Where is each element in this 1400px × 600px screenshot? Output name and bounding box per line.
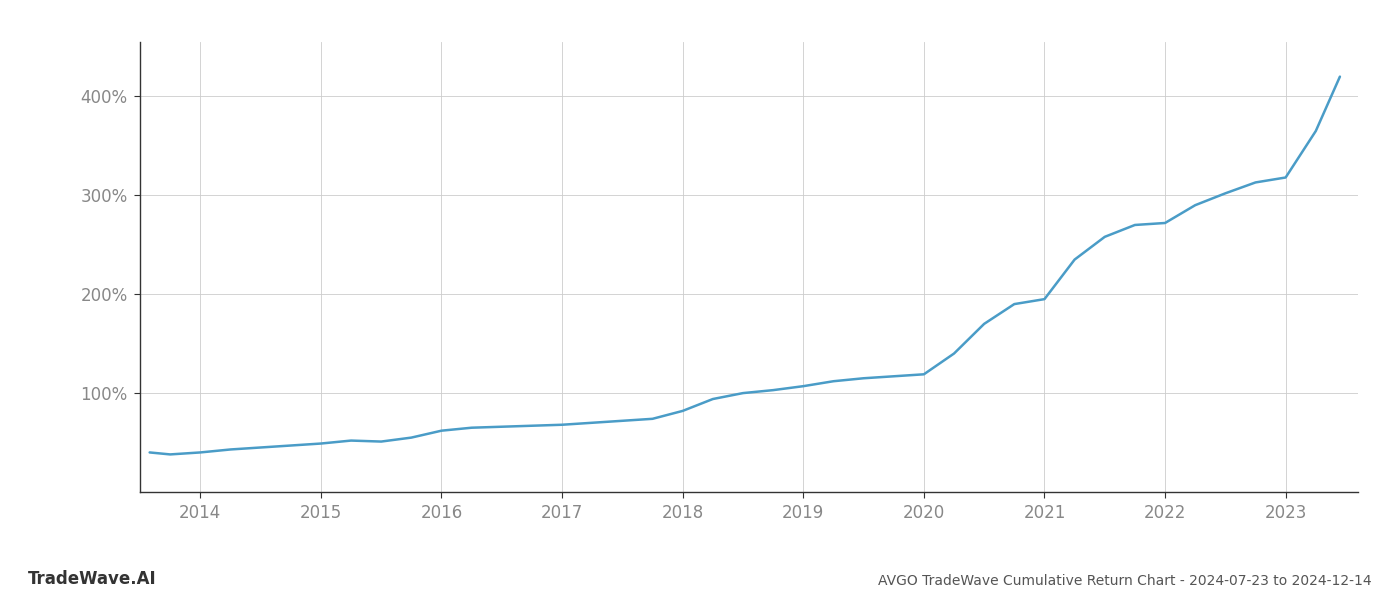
Text: AVGO TradeWave Cumulative Return Chart - 2024-07-23 to 2024-12-14: AVGO TradeWave Cumulative Return Chart -… (878, 574, 1372, 588)
Text: TradeWave.AI: TradeWave.AI (28, 570, 157, 588)
